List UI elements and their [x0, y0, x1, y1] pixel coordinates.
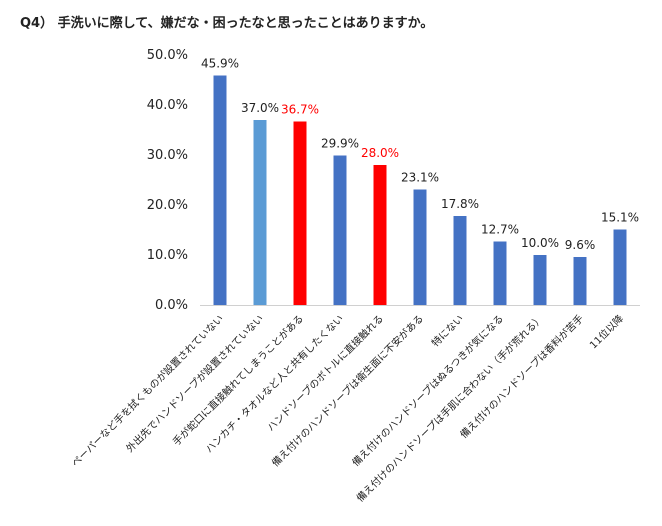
bar-6: [413, 189, 427, 305]
chart-title: Q4） 手洗いに際して、嫌だな・困ったなと思ったことはありますか。: [20, 16, 434, 31]
y-tick-label: 20.0%: [147, 198, 188, 213]
value-label: 45.9%: [201, 57, 239, 71]
value-label: 12.7%: [481, 223, 519, 237]
value-label: 37.0%: [241, 101, 279, 115]
value-labels: 45.9% 37.0% 36.7% 29.9%28.0%23.1%17.8%12.7%…: [201, 57, 639, 253]
value-label: 29.9%: [321, 137, 359, 151]
bar-7: [453, 216, 467, 305]
bar-8: [493, 241, 507, 305]
y-tick-label: 30.0%: [147, 148, 188, 163]
bar-4: [333, 155, 347, 305]
category-label: 備え付けのハンドソープは衛生面に不安がある: [269, 312, 426, 469]
y-axis: 0.0% 10.0% 20.0% 30.0% 40.0% 50.0%: [147, 48, 640, 313]
value-label: 28.0%: [361, 146, 399, 160]
bar-10: [573, 257, 587, 305]
value-label: 36.7%: [281, 103, 319, 117]
bar-9: [533, 255, 547, 305]
y-tick-label: 0.0%: [155, 298, 188, 313]
category-label: 外出先でハンドソープが設置されていない: [123, 312, 266, 455]
category-label: ハンカチ・タオルなど人と共有したくない: [203, 312, 347, 456]
bar-1: [213, 75, 227, 305]
bar-5: [373, 165, 387, 305]
bar-series: [213, 75, 627, 305]
category-label: ペーパーなど手を拭くものが設置されていない: [69, 312, 226, 469]
x-axis-labels: ペーパーなど手を拭くものが設置されていない外出先でハンドソープが設置されていない…: [69, 312, 626, 505]
category-label: 11位以降: [587, 312, 626, 351]
bar-3: [293, 121, 307, 305]
bar-2: [253, 120, 267, 305]
y-tick-label: 40.0%: [147, 98, 188, 113]
category-label: 備え付けのハンドソープはぬるつきが気になる: [349, 312, 506, 469]
value-label: 10.0%: [521, 236, 559, 250]
category-label: 備え付けのハンドソープは手肌に合わない（手が荒れる）: [354, 312, 547, 505]
value-label: 23.1%: [401, 171, 439, 185]
category-label: 特にない: [429, 313, 466, 350]
value-label: 15.1%: [601, 211, 639, 225]
y-tick-label: 50.0%: [147, 48, 188, 63]
y-tick-label: 10.0%: [147, 248, 188, 263]
value-label: 9.6%: [565, 238, 596, 252]
bar-11: [613, 229, 627, 305]
value-label: 17.8%: [441, 197, 479, 211]
